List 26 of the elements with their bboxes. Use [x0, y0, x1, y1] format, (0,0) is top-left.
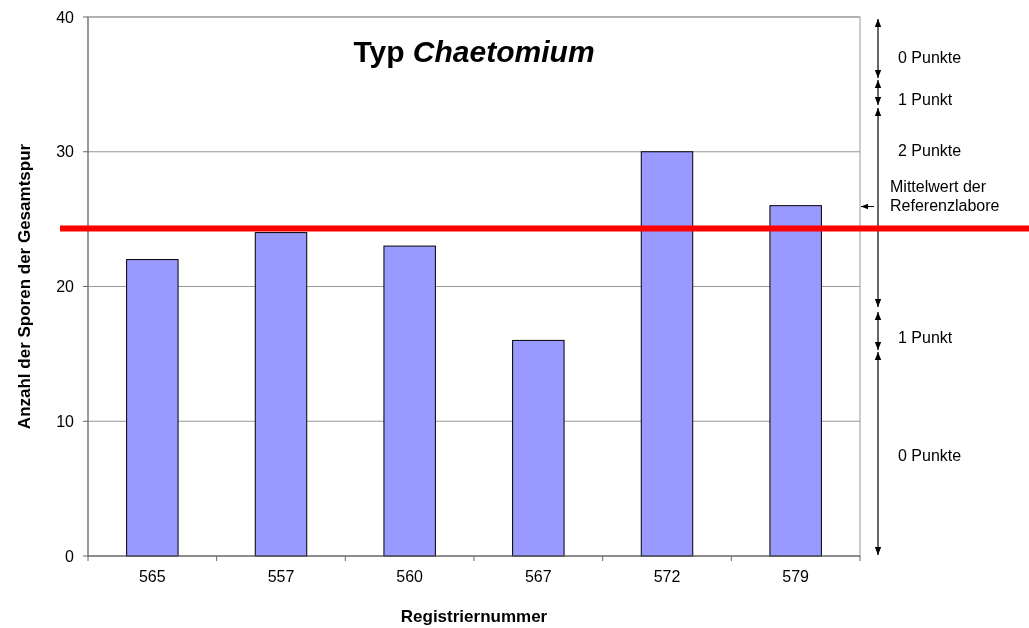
y-axis-title: Anzahl der Sporen der Gesamtspur — [15, 143, 34, 430]
ref-line-label: Mittelwert der Referenzlabore — [890, 177, 1000, 214]
x-tick-label: 560 — [396, 568, 424, 585]
bar — [640, 151, 694, 557]
text: 1 Punkt — [898, 328, 953, 346]
text: 0 Punkte — [898, 446, 962, 464]
text: Typ Chaetomium — [353, 35, 595, 68]
x-tick-label: 572 — [653, 568, 681, 585]
text: 0 Punkte — [898, 48, 962, 66]
y-tick-label: 20 — [56, 278, 75, 296]
text: 1 Punkt — [898, 90, 953, 108]
y-tick-label: 40 — [56, 8, 75, 26]
y-tick-label: 10 — [56, 412, 75, 430]
y-tick-label: 0 — [65, 547, 75, 565]
x-tick-label: 565 — [138, 568, 166, 585]
text: 2 Punkte — [898, 141, 962, 159]
x-tick-label: 579 — [782, 568, 810, 585]
bar — [126, 259, 179, 557]
bar — [769, 205, 822, 557]
bar — [383, 245, 436, 557]
x-tick-label: 567 — [524, 568, 552, 585]
x-tick-label: 557 — [267, 568, 295, 585]
bar — [254, 232, 308, 557]
bar — [512, 339, 565, 557]
y-tick-label: 30 — [56, 143, 75, 161]
x-axis-title: Registriernummer — [400, 607, 548, 626]
